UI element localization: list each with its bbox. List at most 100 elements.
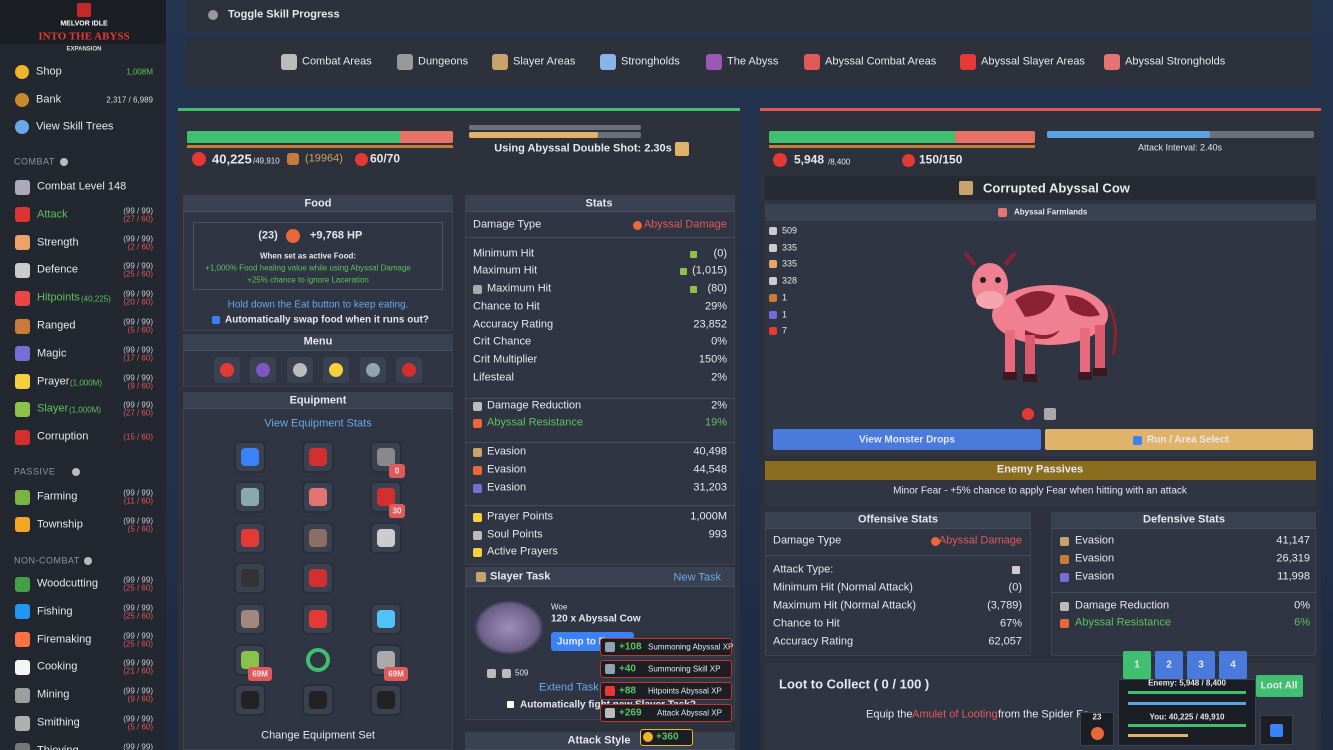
skill-name[interactable]: Slayer xyxy=(37,402,69,415)
extend-task[interactable]: Extend Task f xyxy=(539,681,605,694)
xp-amount: +269 xyxy=(619,707,642,719)
stat-value: Abyssal Damage xyxy=(938,534,1022,547)
skill-name[interactable]: Combat Level 148 xyxy=(37,180,127,193)
tab-label: 2 xyxy=(1166,659,1172,671)
view-equipment-stats[interactable]: View Equipment Stats xyxy=(264,417,372,430)
skill-abyssal: (21 / 60) xyxy=(123,666,153,676)
skill-name[interactable]: Defence xyxy=(37,263,78,276)
skill-icon xyxy=(14,632,30,648)
checkbox[interactable] xyxy=(507,701,514,708)
food-icon xyxy=(286,229,300,243)
equipment-icon xyxy=(241,529,259,547)
area-tab[interactable]: The Abyss xyxy=(727,55,779,68)
skill-name[interactable]: Attack xyxy=(37,208,68,221)
stat-icon xyxy=(1059,536,1069,546)
skill-level: (99 / 99) xyxy=(123,373,153,383)
stat-value: 23,852 xyxy=(693,318,727,331)
toggle-icon xyxy=(208,10,218,20)
change-equipment-set[interactable]: Change Equipment Set xyxy=(261,729,375,742)
food-active: When set as active Food: xyxy=(259,251,357,261)
task-location: Woe xyxy=(551,602,568,612)
skill-name[interactable]: Magic xyxy=(37,347,67,360)
quick-eat[interactable] xyxy=(1080,712,1114,746)
stat-label: Damage Reduction xyxy=(1075,599,1170,612)
skill-level: (99 / 99) xyxy=(123,345,153,355)
skill-name[interactable]: Hitpoints xyxy=(37,291,80,304)
skill-extra: (1,000M) xyxy=(70,378,103,388)
view-drops-button[interactable] xyxy=(773,429,1041,450)
logo-text: INTO THE ABYSS xyxy=(38,30,130,43)
stat-value: (3,789) xyxy=(987,599,1022,612)
area-tab[interactable]: Abyssal Combat Areas xyxy=(825,55,937,68)
tab-icon xyxy=(960,54,976,70)
hit-icon xyxy=(689,250,697,258)
skill-icon xyxy=(14,346,30,362)
skill-abyssal: (27 / 60) xyxy=(123,214,153,224)
equipment-icon xyxy=(241,488,259,506)
nav-item[interactable]: Shop xyxy=(36,65,62,78)
enemy-area: Abyssal Farmlands xyxy=(1014,207,1088,217)
equipment-slot[interactable] xyxy=(302,522,334,554)
toggle-skill-progress[interactable]: Toggle Skill Progress xyxy=(228,8,340,21)
skill-icon xyxy=(14,262,30,278)
equipment-icon xyxy=(309,691,327,709)
enemy-name: Corrupted Abyssal Cow xyxy=(983,180,1130,196)
enemy-bar-stripe xyxy=(769,145,1035,148)
new-task[interactable]: New Task xyxy=(673,571,721,584)
skill-name[interactable]: Woodcutting xyxy=(37,577,98,590)
skill-name[interactable]: Mining xyxy=(37,688,70,701)
skill-name[interactable]: Prayer xyxy=(37,375,70,388)
menu-icon xyxy=(292,363,307,377)
item-count: 69M xyxy=(252,669,268,679)
skill-name[interactable]: Ranged xyxy=(37,319,76,332)
run-button[interactable] xyxy=(1045,429,1313,450)
skill-name[interactable]: Cooking xyxy=(37,660,78,673)
tab-label: 4 xyxy=(1230,659,1236,671)
logo-text: EXPANSION xyxy=(66,46,102,53)
nav-item[interactable]: View Skill Trees xyxy=(36,120,114,133)
stat-label: Evasion xyxy=(1075,570,1115,583)
skill-name[interactable]: Firemaking xyxy=(37,633,92,646)
skill-name[interactable]: Thieving xyxy=(37,744,79,750)
area-tab[interactable]: Slayer Areas xyxy=(513,55,576,68)
skill-name[interactable]: Strength xyxy=(37,236,79,249)
box-title: Attack Style xyxy=(567,734,631,747)
checkbox[interactable] xyxy=(212,316,220,324)
stat-value: 0% xyxy=(711,335,727,348)
skill-name[interactable]: Township xyxy=(37,518,83,531)
equipment-slot[interactable] xyxy=(302,441,334,473)
overlay-tab[interactable] xyxy=(1219,651,1247,679)
skill-name[interactable]: Fishing xyxy=(37,605,73,618)
stat-value: (0) xyxy=(713,247,727,260)
skill-icon xyxy=(14,235,30,251)
overlay-tab[interactable] xyxy=(1155,651,1183,679)
box-title: Food xyxy=(304,197,332,210)
overlay-tab[interactable] xyxy=(1123,651,1151,679)
area-tab[interactable]: Dungeons xyxy=(418,55,469,68)
overlay-tab[interactable] xyxy=(1187,651,1215,679)
area-tab[interactable]: Abyssal Slayer Areas xyxy=(981,55,1085,68)
equipment-icon xyxy=(377,529,395,547)
stat-value: (1,015) xyxy=(692,264,727,277)
stat-value: 0% xyxy=(1294,599,1310,612)
stat-value: 2% xyxy=(711,399,727,412)
loot-all-button[interactable] xyxy=(1256,675,1303,697)
stat-label: Evasion xyxy=(1075,552,1115,565)
skill-name[interactable]: Smithing xyxy=(37,716,80,729)
skill-name[interactable]: Farming xyxy=(37,490,78,503)
equipment-icon xyxy=(377,651,395,669)
skill-level: (99 / 99) xyxy=(123,488,153,498)
area-tab[interactable]: Abyssal Strongholds xyxy=(1125,55,1226,68)
stat-value: 31,203 xyxy=(693,481,727,494)
jump-label: Jump to E xyxy=(557,636,606,648)
xp-icon xyxy=(605,642,615,652)
skill-abyssal: (25 / 60) xyxy=(123,269,153,279)
skill-name[interactable]: Corruption xyxy=(37,430,89,443)
area-tab[interactable]: Strongholds xyxy=(621,55,680,68)
stat-icon xyxy=(472,465,482,475)
attack-progress-bg xyxy=(469,125,641,130)
enemy-hp-max: /8,400 xyxy=(828,157,851,167)
offensive-header xyxy=(765,512,1031,529)
area-tab[interactable]: Combat Areas xyxy=(302,55,372,68)
nav-item[interactable]: Bank xyxy=(36,93,62,106)
